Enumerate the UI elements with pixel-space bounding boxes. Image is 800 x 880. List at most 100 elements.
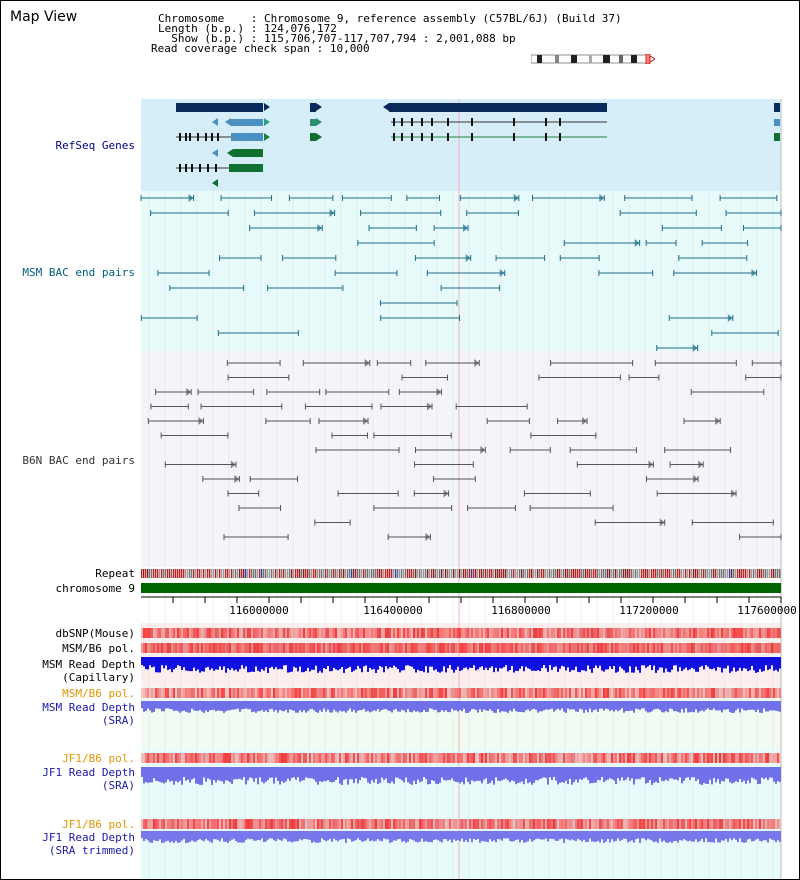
polymorphism-cell[interactable]	[565, 628, 567, 638]
depth-bar[interactable]	[197, 767, 199, 784]
depth-bar[interactable]	[707, 657, 709, 667]
polymorphism-cell[interactable]	[153, 753, 155, 763]
depth-bar[interactable]	[679, 657, 681, 668]
polymorphism-cell[interactable]	[461, 688, 463, 698]
polymorphism-cell[interactable]	[339, 753, 341, 763]
depth-bar[interactable]	[519, 767, 521, 783]
polymorphism-cell[interactable]	[207, 688, 209, 698]
repeat-element[interactable]	[685, 569, 687, 578]
depth-bar[interactable]	[599, 657, 601, 666]
polymorphism-cell[interactable]	[279, 819, 281, 829]
depth-bar[interactable]	[585, 701, 587, 710]
polymorphism-cell[interactable]	[209, 819, 211, 829]
polymorphism-cell[interactable]	[325, 643, 327, 653]
polymorphism-cell[interactable]	[519, 688, 521, 698]
polymorphism-cell[interactable]	[539, 753, 541, 763]
depth-bar[interactable]	[663, 657, 665, 673]
depth-bar[interactable]	[385, 831, 387, 840]
repeat-element[interactable]	[289, 569, 291, 578]
polymorphism-cell[interactable]	[583, 628, 585, 638]
depth-bar[interactable]	[705, 701, 707, 710]
polymorphism-cell[interactable]	[369, 688, 371, 698]
depth-bar[interactable]	[293, 831, 295, 842]
polymorphism-cell[interactable]	[687, 643, 689, 653]
depth-bar[interactable]	[579, 657, 581, 673]
depth-bar[interactable]	[385, 767, 387, 779]
repeat-element[interactable]	[523, 569, 525, 578]
polymorphism-cell[interactable]	[363, 753, 365, 763]
depth-bar[interactable]	[771, 831, 773, 840]
depth-bar[interactable]	[227, 831, 229, 843]
depth-bar[interactable]	[739, 657, 741, 668]
depth-bar[interactable]	[547, 831, 549, 842]
polymorphism-cell[interactable]	[763, 753, 765, 763]
repeat-element[interactable]	[251, 569, 253, 578]
polymorphism-cell[interactable]	[489, 643, 491, 653]
depth-bar[interactable]	[159, 831, 161, 840]
depth-bar[interactable]	[337, 831, 339, 842]
polymorphism-cell[interactable]	[337, 688, 339, 698]
polymorphism-cell[interactable]	[539, 819, 541, 829]
polymorphism-cell[interactable]	[631, 753, 633, 763]
polymorphism-cell[interactable]	[355, 688, 357, 698]
polymorphism-cell[interactable]	[279, 628, 281, 638]
depth-bar[interactable]	[253, 831, 255, 841]
depth-bar[interactable]	[663, 767, 665, 782]
depth-bar[interactable]	[645, 657, 647, 668]
depth-bar[interactable]	[763, 767, 765, 779]
depth-bar[interactable]	[759, 657, 761, 670]
depth-bar[interactable]	[353, 657, 355, 671]
polymorphism-cell[interactable]	[329, 753, 331, 763]
polymorphism-cell[interactable]	[171, 628, 173, 638]
polymorphism-cell[interactable]	[393, 688, 395, 698]
depth-bar[interactable]	[143, 831, 145, 842]
polymorphism-cell[interactable]	[725, 643, 727, 653]
polymorphism-cell[interactable]	[737, 753, 739, 763]
depth-bar[interactable]	[331, 701, 333, 713]
polymorphism-cell[interactable]	[179, 643, 181, 653]
depth-bar[interactable]	[697, 701, 699, 713]
bac-arrow[interactable]	[659, 518, 665, 527]
depth-bar[interactable]	[691, 767, 693, 778]
depth-bar[interactable]	[555, 657, 557, 667]
polymorphism-cell[interactable]	[179, 628, 181, 638]
polymorphism-cell[interactable]	[279, 688, 281, 698]
polymorphism-cell[interactable]	[611, 688, 613, 698]
depth-bar[interactable]	[451, 831, 453, 843]
polymorphism-cell[interactable]	[411, 688, 413, 698]
polymorphism-cell[interactable]	[183, 753, 185, 763]
exon[interactable]	[207, 164, 209, 172]
depth-bar[interactable]	[687, 831, 689, 842]
polymorphism-cell[interactable]	[413, 688, 415, 698]
polymorphism-cell[interactable]	[433, 819, 435, 829]
repeat-element[interactable]	[607, 569, 609, 578]
depth-bar[interactable]	[205, 831, 207, 839]
depth-bar[interactable]	[729, 767, 731, 783]
polymorphism-cell[interactable]	[547, 643, 549, 653]
polymorphism-cell[interactable]	[501, 819, 503, 829]
polymorphism-cell[interactable]	[637, 628, 639, 638]
polymorphism-cell[interactable]	[589, 643, 591, 653]
polymorphism-cell[interactable]	[361, 628, 363, 638]
depth-bar[interactable]	[243, 831, 245, 843]
depth-bar[interactable]	[609, 831, 611, 843]
polymorphism-cell[interactable]	[277, 688, 279, 698]
polymorphism-cell[interactable]	[751, 819, 753, 829]
polymorphism-cell[interactable]	[499, 753, 501, 763]
depth-bar[interactable]	[523, 831, 525, 843]
polymorphism-cell[interactable]	[397, 688, 399, 698]
polymorphism-cell[interactable]	[605, 688, 607, 698]
polymorphism-cell[interactable]	[729, 688, 731, 698]
depth-bar[interactable]	[181, 701, 183, 712]
polymorphism-cell[interactable]	[215, 688, 217, 698]
depth-bar[interactable]	[543, 657, 545, 666]
depth-bar[interactable]	[311, 767, 313, 779]
repeat-element[interactable]	[397, 569, 399, 578]
polymorphism-cell[interactable]	[347, 688, 349, 698]
depth-bar[interactable]	[735, 767, 737, 782]
repeat-element[interactable]	[711, 569, 713, 578]
polymorphism-cell[interactable]	[529, 628, 531, 638]
polymorphism-cell[interactable]	[385, 628, 387, 638]
repeat-element[interactable]	[441, 569, 443, 578]
polymorphism-cell[interactable]	[219, 819, 221, 829]
